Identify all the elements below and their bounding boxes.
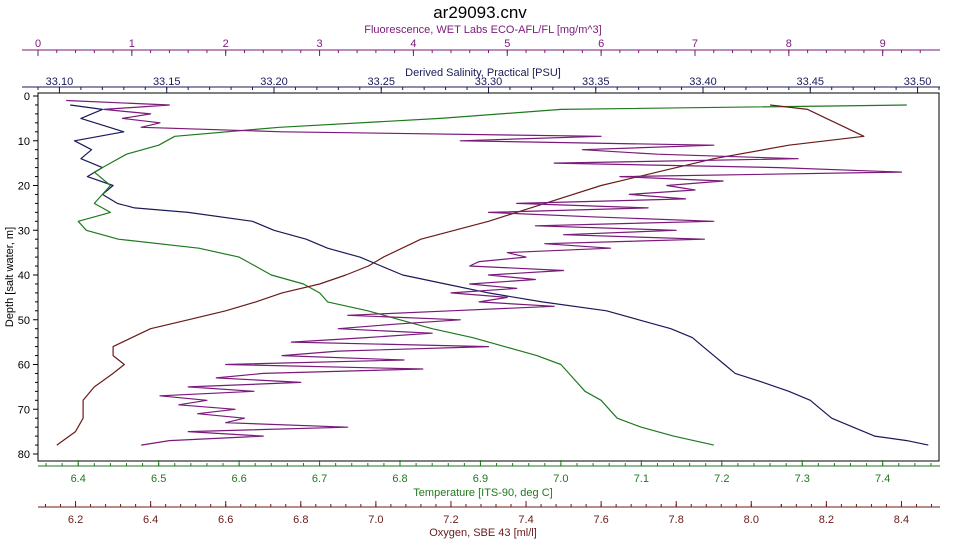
oxygen-tick-label: 7.8 <box>669 514 684 526</box>
temperature-tick-label: 6.5 <box>151 473 166 485</box>
oxygen-tick-label: 6.4 <box>143 514 158 526</box>
temperature-series-line <box>77 104 907 446</box>
temperature-axis-label: Temperature [ITS-90, deg C] <box>413 487 552 499</box>
chart-title: ar29093.cnv <box>433 3 527 22</box>
oxygen-tick-label: 8.0 <box>744 514 759 526</box>
salinity-tick-label: 33.10 <box>46 76 74 88</box>
temperature-tick-label: 6.4 <box>71 473 86 485</box>
depth-tick-label: 60 <box>18 360 30 372</box>
fluorescence-tick-label: 3 <box>317 38 323 50</box>
temperature-tick-label: 7.0 <box>553 473 568 485</box>
salinity-series-line <box>70 104 929 446</box>
oxygen-tick-label: 6.8 <box>293 514 308 526</box>
oxygen-series-line <box>56 104 865 446</box>
temperature-tick-label: 7.4 <box>875 473 890 485</box>
depth-tick-label: 40 <box>18 270 30 282</box>
salinity-tick-label: 33.15 <box>153 76 181 88</box>
oxygen-tick-label: 6.2 <box>68 514 83 526</box>
temperature-axis-ticks: 6.4 6.5 6.6 6.7 6.8 6.9 7.0 7.1 7.2 7.3 7.4 <box>45 460 932 485</box>
depth-tick-label: 70 <box>18 404 30 416</box>
fluorescence-tick-label: 8 <box>786 38 792 50</box>
fluorescence-tick-label: 7 <box>692 38 698 50</box>
oxygen-tick-label: 8.2 <box>819 514 834 526</box>
salinity-axis-label: Derived Salinity, Practical [PSU] <box>405 67 561 79</box>
fluorescence-tick-label: 4 <box>410 38 416 50</box>
oxygen-tick-label: 6.6 <box>218 514 233 526</box>
temperature-tick-label: 6.9 <box>473 473 488 485</box>
temperature-tick-label: 7.1 <box>634 473 649 485</box>
temperature-tick-label: 7.2 <box>714 473 729 485</box>
salinity-tick-label: 33.25 <box>367 76 395 88</box>
depth-tick-label: 80 <box>18 449 30 461</box>
fluorescence-axis-ticks: 0 1 2 3 4 5 6 7 8 9 <box>35 38 921 56</box>
temperature-tick-label: 6.8 <box>392 473 407 485</box>
oxygen-tick-label: 7.4 <box>518 514 533 526</box>
fluorescence-tick-label: 9 <box>880 38 886 50</box>
oxygen-tick-label: 7.0 <box>368 514 383 526</box>
oxygen-tick-label: 7.6 <box>593 514 608 526</box>
depth-tick-label: 0 <box>24 91 30 103</box>
salinity-tick-label: 33.45 <box>797 76 825 88</box>
depth-tick-label: 30 <box>18 225 30 237</box>
oxygen-tick-label: 7.2 <box>443 514 458 526</box>
depth-tick-label: 10 <box>18 136 30 148</box>
fluorescence-series-line <box>66 99 903 446</box>
salinity-tick-label: 33.35 <box>582 76 610 88</box>
fluorescence-tick-label: 1 <box>129 38 135 50</box>
oxygen-axis-label: Oxygen, SBE 43 [ml/l] <box>429 527 537 539</box>
fluorescence-tick-label: 6 <box>598 38 604 50</box>
fluorescence-tick-label: 2 <box>223 38 229 50</box>
salinity-tick-label: 33.30 <box>475 76 503 88</box>
temperature-tick-label: 6.7 <box>312 473 327 485</box>
salinity-tick-label: 33.20 <box>260 76 288 88</box>
fluorescence-axis-label: Fluorescence, WET Labs ECO-AFL/FL [mg/m^… <box>364 24 601 36</box>
temperature-tick-label: 6.6 <box>231 473 246 485</box>
salinity-tick-label: 33.40 <box>689 76 717 88</box>
depth-tick-label: 20 <box>18 181 30 193</box>
plot-area <box>37 92 940 462</box>
series-layer <box>56 99 929 446</box>
oxygen-axis-ticks: 6.2 6.4 6.6 6.8 7.0 7.2 7.4 7.6 7.8 8.0 8.2 8.4 <box>45 501 932 526</box>
fluorescence-tick-label: 0 <box>35 38 41 50</box>
fluorescence-tick-label: 5 <box>504 38 510 50</box>
salinity-tick-label: 33.50 <box>904 76 932 88</box>
depth-tick-label: 50 <box>18 315 30 327</box>
oxygen-tick-label: 8.4 <box>894 514 909 526</box>
depth-axis-ticks: 0 10 20 30 40 50 60 70 80 <box>18 91 38 461</box>
depth-axis-label: Depth [salt water, m] <box>4 227 16 327</box>
temperature-tick-label: 7.3 <box>795 473 810 485</box>
salinity-axis-ticks: 33.10 33.15 33.20 33.25 33.30 33.35 33.40 33.45… <box>37 76 940 93</box>
